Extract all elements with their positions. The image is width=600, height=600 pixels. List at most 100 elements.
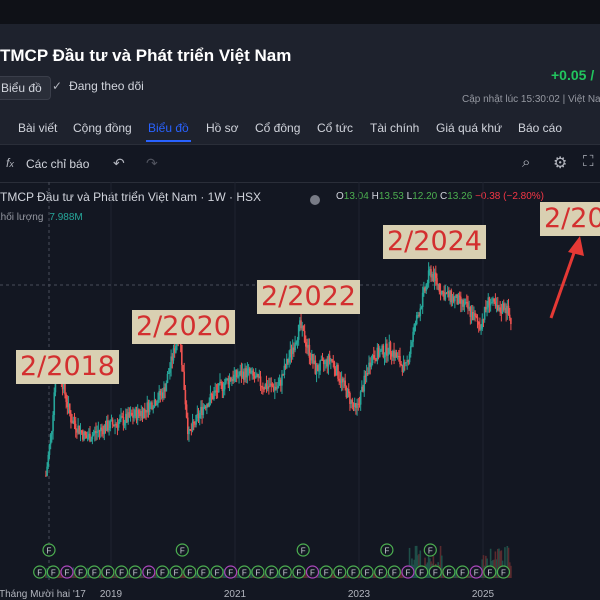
candle-body bbox=[285, 358, 288, 368]
candle-body bbox=[413, 324, 416, 332]
volume-bar bbox=[452, 575, 455, 578]
candle-body bbox=[64, 382, 66, 395]
candle-body bbox=[182, 365, 184, 372]
event-marker bbox=[33, 565, 47, 579]
volume-bar bbox=[291, 574, 294, 578]
candle-body bbox=[502, 303, 505, 310]
candle-body bbox=[200, 406, 202, 413]
event-marker-label: F bbox=[201, 569, 206, 578]
candle-body bbox=[188, 429, 190, 435]
event-marker-label: F bbox=[187, 569, 192, 578]
candle-body bbox=[387, 354, 389, 356]
volume-bar bbox=[439, 545, 442, 578]
candle-body bbox=[173, 348, 176, 353]
candle-body bbox=[331, 359, 333, 362]
following-toggle[interactable]: ✓ Đang theo dõi bbox=[52, 79, 144, 93]
fullscreen-icon[interactable]: ⛶ bbox=[583, 153, 594, 170]
candle-body bbox=[508, 314, 511, 319]
check-icon: ✓ bbox=[52, 79, 63, 93]
updated-time: Cập nhật lúc 15:30:02 | Việt Nam bbox=[462, 94, 600, 105]
event-marker-label: F bbox=[269, 569, 274, 578]
volume-bar bbox=[408, 547, 411, 578]
event-marker bbox=[128, 565, 142, 579]
undo-icon[interactable]: ↶ bbox=[113, 155, 125, 171]
candle-body bbox=[160, 392, 163, 396]
volume-bar bbox=[140, 574, 143, 578]
candle-body bbox=[202, 407, 205, 416]
volume-bar bbox=[372, 573, 375, 578]
candle-body bbox=[65, 394, 67, 402]
candle-body bbox=[415, 315, 418, 325]
volume-value: 7.988M bbox=[49, 212, 83, 223]
event-marker bbox=[169, 565, 183, 579]
event-marker-label: F bbox=[433, 569, 438, 578]
zoom-icon[interactable]: ⌕ bbox=[522, 154, 531, 171]
candle-body bbox=[436, 278, 438, 285]
candle-body bbox=[68, 403, 71, 414]
candle-body bbox=[111, 419, 114, 425]
candle-body bbox=[402, 362, 405, 373]
chart-chip[interactable]: Biểu đồ bbox=[0, 76, 51, 100]
tab-community[interactable]: Cộng đồng bbox=[73, 121, 132, 135]
tab-chart[interactable]: Biểu đồ bbox=[148, 121, 189, 135]
candle-body bbox=[316, 365, 319, 372]
fx-icon[interactable]: fx bbox=[6, 156, 14, 170]
tab-reports[interactable]: Báo cáo bbox=[518, 121, 563, 135]
candle-body bbox=[84, 431, 87, 436]
candle-body bbox=[442, 290, 444, 292]
x-tick-label: 2023 bbox=[348, 589, 371, 600]
indicators-button[interactable]: Các chỉ báo bbox=[26, 157, 90, 171]
event-marker-label: F bbox=[228, 569, 233, 578]
candle-body bbox=[217, 383, 220, 393]
annotation-2022: 2/2022 bbox=[257, 280, 360, 314]
candle-body bbox=[77, 425, 79, 433]
candle-body bbox=[494, 301, 497, 307]
event-marker-label: F bbox=[392, 569, 397, 578]
candle-body bbox=[48, 444, 51, 455]
tab-financials[interactable]: Tài chính bbox=[370, 121, 420, 135]
candle-body bbox=[62, 382, 65, 390]
volume-bar bbox=[415, 545, 418, 578]
volume-bar bbox=[427, 555, 430, 578]
event-marker bbox=[346, 565, 361, 579]
more-options-icon[interactable] bbox=[310, 195, 320, 205]
event-marker-upper-label: F bbox=[47, 547, 52, 556]
volume-bar bbox=[127, 572, 129, 578]
candle-body bbox=[343, 380, 345, 382]
candle-body bbox=[272, 386, 275, 391]
volume-bar bbox=[345, 575, 348, 578]
tab-profile[interactable]: Hồ sơ bbox=[206, 121, 239, 135]
candle-body bbox=[110, 419, 113, 421]
settings-icon[interactable]: ⚙ bbox=[553, 155, 568, 172]
tab-shareholders[interactable]: Cổ đông bbox=[255, 121, 301, 135]
candle-body bbox=[430, 269, 432, 278]
candle-body bbox=[399, 356, 401, 365]
candle-body bbox=[264, 384, 267, 390]
event-marker-label: F bbox=[119, 569, 124, 578]
volume-bar bbox=[154, 572, 157, 578]
event-marker bbox=[483, 565, 497, 579]
candle-body bbox=[493, 298, 496, 302]
candle-body bbox=[467, 302, 469, 309]
event-marker bbox=[74, 565, 88, 579]
event-marker bbox=[401, 565, 415, 579]
event-marker-label: F bbox=[105, 569, 110, 578]
candle-body bbox=[169, 368, 171, 373]
volume-bar bbox=[128, 572, 131, 578]
candle-body bbox=[153, 400, 156, 408]
candle-body bbox=[495, 305, 498, 307]
candle-body bbox=[158, 390, 160, 400]
candle-body bbox=[108, 428, 110, 431]
event-marker-label: F bbox=[296, 569, 301, 578]
tab-dividends[interactable]: Cổ tức bbox=[317, 121, 354, 135]
candle-body bbox=[295, 342, 298, 345]
candle-body bbox=[93, 430, 96, 434]
tab-price-history[interactable]: Giá quá khứ bbox=[436, 121, 503, 135]
candle-body bbox=[470, 312, 473, 317]
candle-body bbox=[61, 383, 64, 390]
redo-icon[interactable]: ↷ bbox=[146, 155, 158, 171]
candle-body bbox=[364, 375, 367, 377]
tab-posts[interactable]: Bài viết bbox=[18, 121, 58, 135]
candle-body bbox=[498, 307, 500, 311]
